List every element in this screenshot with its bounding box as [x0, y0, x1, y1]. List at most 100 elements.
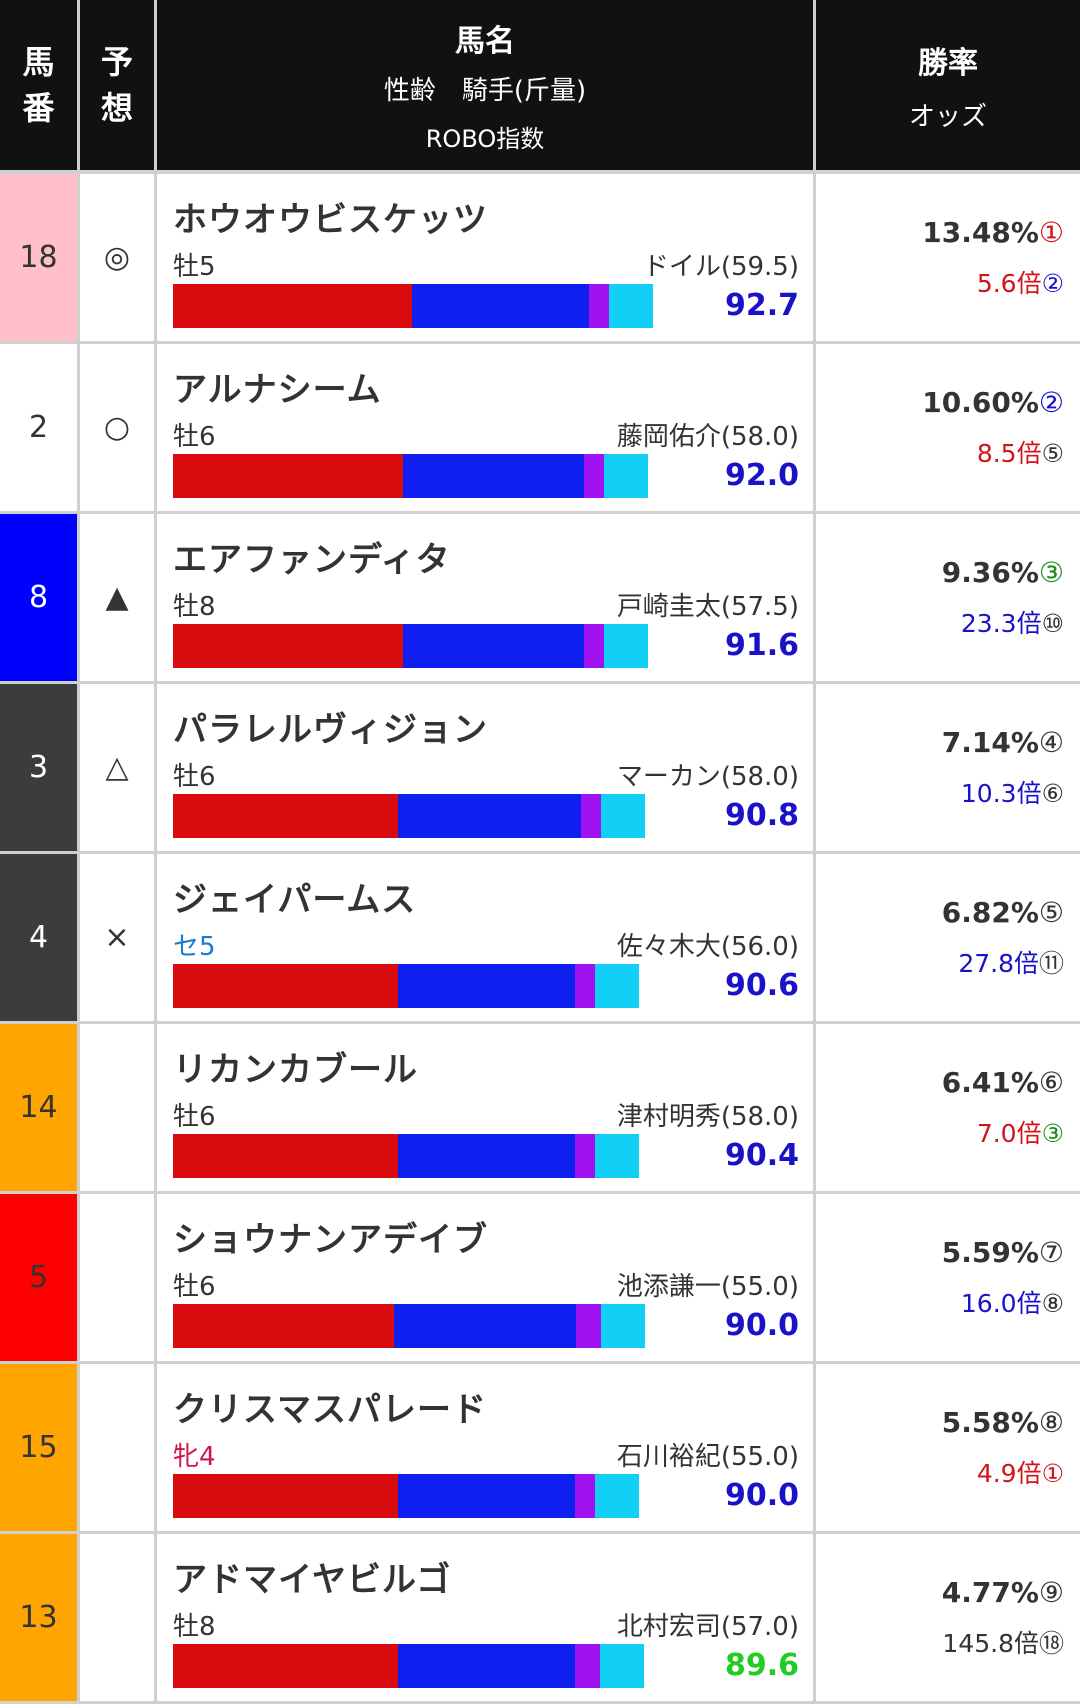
bar-segment-purple [575, 964, 595, 1008]
win-odds-cell: 6.82%⑤ 27.8倍⑪ [816, 854, 1080, 1021]
robo-index-bar [173, 624, 648, 668]
win-odds-cell: 5.58%⑧ 4.9倍① [816, 1364, 1080, 1531]
bar-segment-cyan [595, 964, 639, 1008]
bar-segment-cyan [595, 1134, 639, 1178]
bar-segment-purple [575, 1644, 600, 1688]
horse-name[interactable]: アルナシーム [173, 370, 382, 410]
jockey-weight: 池添謙一(55.0) [616, 1272, 799, 1302]
sex-age: 牡6 [173, 422, 216, 452]
robo-index-bar [173, 454, 648, 498]
jockey-weight: マーカン(58.0) [616, 762, 799, 792]
table-row[interactable]: 3 △ パラレルヴィジョン 牡6 マーカン(58.0) 90.8 7.14%④ … [0, 684, 1080, 854]
win-rate: 5.59%⑦ [942, 1236, 1064, 1269]
bar-segment-blue [403, 624, 584, 668]
win-rate: 6.41%⑥ [942, 1066, 1064, 1099]
horse-name[interactable]: クリスマスパレード [173, 1390, 487, 1430]
horse-number-cell: 13 [0, 1534, 80, 1701]
odds-rank-badge: ⑧ [1041, 1289, 1064, 1318]
bar-segment-cyan [601, 1304, 645, 1348]
horse-name[interactable]: パラレルヴィジョン [173, 710, 488, 750]
robo-index-value: 89.6 [724, 1648, 799, 1683]
bar-segment-red [173, 1474, 398, 1518]
win-rank-badge: ⑥ [1038, 1066, 1064, 1099]
header-number: 馬 番 [0, 0, 80, 170]
header-win-rate: 勝率 オッズ [816, 0, 1080, 170]
win-rate-value: 13.48% [922, 216, 1039, 249]
bar-segment-red [173, 794, 398, 838]
jockey-weight: 津村明秀(58.0) [616, 1102, 799, 1132]
header-win-title: 勝率 [918, 45, 978, 81]
horse-info-cell: ホウオウビスケッツ 牡5 ドイル(59.5) 92.7 [157, 174, 816, 341]
prediction-mark: ▲ [105, 580, 129, 615]
table-row[interactable]: 13 アドマイヤビルゴ 牡8 北村宏司(57.0) 89.6 4.77%⑨ 14… [0, 1534, 1080, 1704]
table-row[interactable]: 2 ○ アルナシーム 牡6 藤岡佑介(58.0) 92.0 10.60%② 8.… [0, 344, 1080, 514]
robo-index-bar [173, 1304, 645, 1348]
horse-number-cell: 5 [0, 1194, 80, 1361]
odds-rank-badge: ⑩ [1041, 609, 1064, 638]
robo-index-bar [173, 964, 639, 1008]
table-row[interactable]: 14 リカンカブール 牡6 津村明秀(58.0) 90.4 6.41%⑥ 7.0… [0, 1024, 1080, 1194]
jockey-weight: 佐々木大(56.0) [616, 932, 799, 962]
odds-value: 16.0倍 [960, 1289, 1042, 1318]
prediction-mark: × [104, 920, 130, 955]
horse-number: 3 [28, 750, 49, 785]
odds-value: 145.8倍 [942, 1629, 1039, 1658]
odds: 145.8倍⑱ [942, 1624, 1064, 1660]
table-row[interactable]: 8 ▲ エアファンディタ 牡8 戸崎圭太(57.5) 91.6 9.36%③ 2… [0, 514, 1080, 684]
bar-segment-cyan [609, 284, 653, 328]
bar-segment-cyan [601, 794, 645, 838]
header-odds-title: オッズ [908, 101, 987, 132]
horse-name[interactable]: ジェイパームス [173, 880, 417, 920]
horse-name[interactable]: リカンカブール [173, 1050, 418, 1090]
odds-value: 4.9倍 [976, 1459, 1042, 1488]
win-rate: 6.82%⑤ [942, 896, 1064, 929]
win-rate-value: 6.82% [941, 896, 1039, 929]
robo-index-bar [173, 1474, 639, 1518]
sex-age: 牡5 [173, 252, 216, 282]
win-rate: 7.14%④ [942, 726, 1064, 759]
prediction-mark: ◎ [103, 240, 131, 275]
horse-number: 13 [19, 1600, 58, 1635]
sex-age: セ5 [173, 932, 216, 962]
horse-number: 5 [28, 1260, 49, 1295]
table-row[interactable]: 5 ショウナンアデイブ 牡6 池添謙一(55.0) 90.0 5.59%⑦ 16… [0, 1194, 1080, 1364]
prediction-mark: ○ [103, 410, 131, 445]
odds-value: 10.3倍 [960, 779, 1042, 808]
odds-value: 5.6倍 [976, 269, 1042, 298]
odds-rank-badge: ⑥ [1041, 779, 1064, 808]
odds-value: 23.3倍 [960, 609, 1042, 638]
jockey-weight: 石川裕紀(55.0) [616, 1442, 799, 1472]
odds: 27.8倍⑪ [958, 944, 1064, 980]
horse-name[interactable]: エアファンディタ [173, 540, 451, 580]
horse-number: 15 [19, 1430, 58, 1465]
table-row[interactable]: 4 × ジェイパームス セ5 佐々木大(56.0) 90.6 6.82%⑤ 27… [0, 854, 1080, 1024]
jockey-weight: ドイル(59.5) [642, 252, 799, 282]
horse-name[interactable]: ショウナンアデイブ [173, 1220, 488, 1260]
odds: 5.6倍② [977, 264, 1064, 300]
odds-rank-badge: ⑱ [1038, 1629, 1064, 1658]
horse-number-cell: 2 [0, 344, 80, 511]
sex-age: 牡6 [173, 1102, 216, 1132]
bar-segment-purple [575, 1474, 595, 1518]
header-prediction-char-1: 予 [100, 43, 133, 81]
header-number-char-1: 馬 [22, 43, 55, 81]
table-row[interactable]: 15 クリスマスパレード 牝4 石川裕紀(55.0) 90.0 5.58%⑧ 4… [0, 1364, 1080, 1534]
bar-segment-red [173, 1134, 398, 1178]
horse-info-cell: ショウナンアデイブ 牡6 池添謙一(55.0) 90.0 [157, 1194, 816, 1361]
win-rate-value: 6.41% [941, 1066, 1039, 1099]
win-odds-cell: 7.14%④ 10.3倍⑥ [816, 684, 1080, 851]
horse-name[interactable]: アドマイヤビルゴ [173, 1560, 452, 1600]
bar-segment-blue [394, 1304, 576, 1348]
bar-segment-purple [575, 1134, 595, 1178]
sex-age: 牡6 [173, 1272, 216, 1302]
header-name-subtitle: 性齢 騎手(斤量) [383, 76, 587, 106]
win-rank-badge: ⑧ [1038, 1406, 1064, 1439]
prediction-mark-cell: ◎ [80, 174, 157, 341]
table-row[interactable]: 18 ◎ ホウオウビスケッツ 牡5 ドイル(59.5) 92.7 13.48%①… [0, 174, 1080, 344]
robo-index-value: 91.6 [724, 628, 799, 663]
horse-number-cell: 15 [0, 1364, 80, 1531]
win-rank-badge: ① [1038, 216, 1064, 249]
prediction-mark-cell [80, 1024, 157, 1191]
horse-name[interactable]: ホウオウビスケッツ [173, 200, 488, 240]
